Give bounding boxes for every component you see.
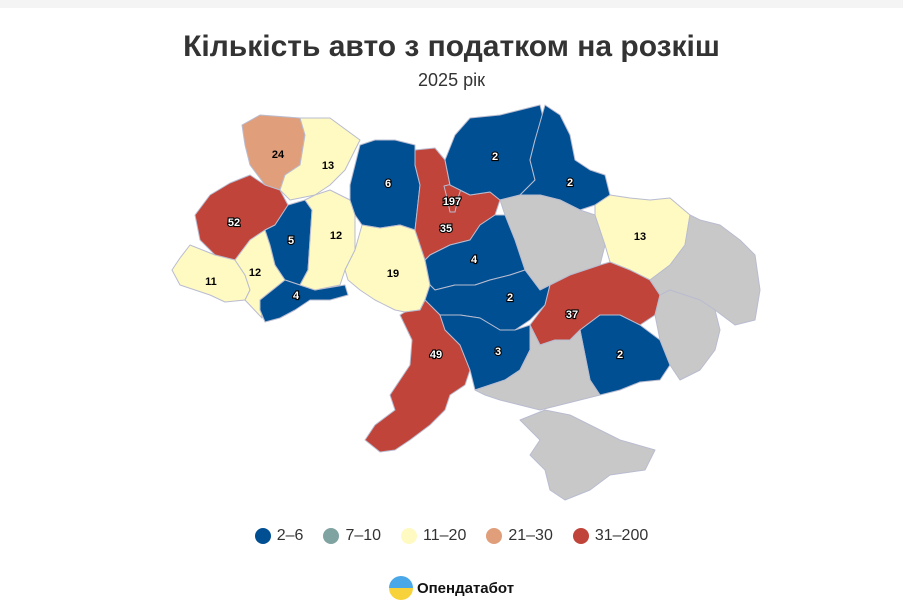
logo-icon xyxy=(388,576,413,600)
value-label: 197 xyxy=(443,196,461,208)
legend-label: 31–200 xyxy=(594,527,649,544)
legend-item[interactable]: 11–20 xyxy=(401,527,466,545)
logo-text: Опендатабот xyxy=(416,579,515,597)
legend-item[interactable]: 31–200 xyxy=(572,527,649,545)
opendatabot-logo[interactable]: Опендатабот xyxy=(0,576,903,600)
legend: 2–6 7–10 11–20 21–30 31–200 xyxy=(0,527,903,545)
legend-item[interactable]: 2–6 xyxy=(254,527,304,545)
chart-title: Кількість авто з податком на розкіш xyxy=(183,30,720,63)
legend-label: 11–20 xyxy=(423,527,467,544)
value-label: 4 xyxy=(293,290,300,302)
region-crimea[interactable] xyxy=(519,409,656,501)
value-label: 5 xyxy=(288,235,294,247)
legend-dot xyxy=(572,528,589,544)
value-label: 2 xyxy=(492,151,498,163)
region-zaporizhzhia[interactable] xyxy=(579,314,671,396)
legend-dot xyxy=(401,528,418,544)
legend-label: 7–10 xyxy=(345,527,382,544)
region-odesa[interactable] xyxy=(364,299,471,453)
value-label: 12 xyxy=(330,230,342,242)
value-label: 37 xyxy=(566,309,578,321)
chart-subtitle: 2025 рік xyxy=(418,70,485,90)
value-label: 11 xyxy=(205,276,217,288)
value-label: 2 xyxy=(567,177,573,189)
region-khmelnytskyi[interactable] xyxy=(299,189,356,291)
region-kherson[interactable] xyxy=(474,324,601,411)
legend-dot xyxy=(323,528,340,544)
legend-label: 21–30 xyxy=(508,527,553,544)
legend-item[interactable]: 7–10 xyxy=(323,527,381,545)
value-label: 13 xyxy=(322,160,334,172)
legend-dot xyxy=(486,528,503,544)
value-label: 3 xyxy=(495,346,501,358)
value-label: 13 xyxy=(634,231,646,243)
legend-dot xyxy=(254,528,271,544)
value-label: 19 xyxy=(387,268,399,280)
value-label: 52 xyxy=(228,217,240,229)
value-label: 12 xyxy=(249,267,261,279)
region-sumy[interactable] xyxy=(519,104,611,211)
value-label: 4 xyxy=(471,254,478,266)
legend-label: 2–6 xyxy=(276,527,304,544)
value-label: 2 xyxy=(507,292,513,304)
value-label: 24 xyxy=(272,149,285,161)
value-label: 6 xyxy=(385,178,391,190)
value-label: 2 xyxy=(617,349,623,361)
top-bar xyxy=(0,0,903,8)
value-label: 35 xyxy=(440,223,452,235)
region-donetsk[interactable] xyxy=(649,279,721,381)
legend-item[interactable]: 21–30 xyxy=(486,527,553,545)
value-label: 49 xyxy=(430,349,442,361)
